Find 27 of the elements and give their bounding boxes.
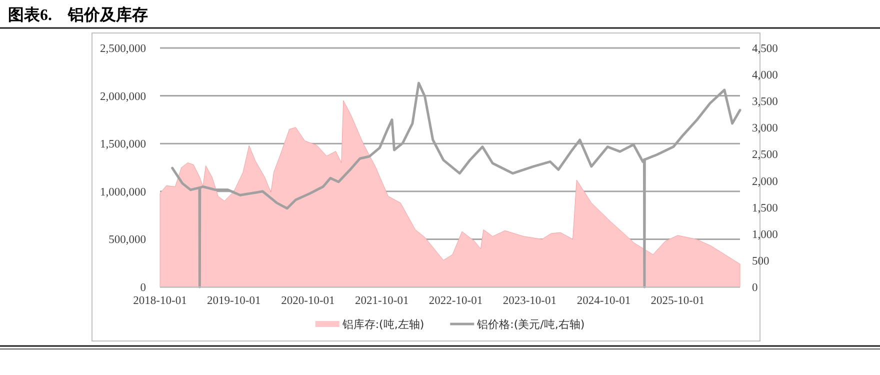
y2-tick-label: 3,000 bbox=[752, 122, 778, 135]
y2-tick-label: 4,500 bbox=[752, 43, 778, 55]
x-tick-label: 2018-10-01 bbox=[133, 295, 188, 307]
y2-tick-label: 2,500 bbox=[752, 149, 778, 162]
y2-tick-label: 500 bbox=[752, 255, 770, 268]
x-tick-label: 2022-10-01 bbox=[428, 295, 483, 307]
y-tick-label: 1,000,000 bbox=[100, 186, 146, 198]
y2-tick-label: 0 bbox=[752, 282, 758, 294]
y2-tick-label: 1,000 bbox=[752, 228, 778, 241]
y-tick-label: 2,000,000 bbox=[100, 90, 146, 103]
x-tick-label: 2021-10-01 bbox=[355, 295, 409, 307]
x-tick-label: 2024-10-01 bbox=[576, 295, 631, 307]
chart-title: 图表6. 铝价及库存 bbox=[8, 6, 148, 24]
x-tick-label: 2025-10-01 bbox=[650, 295, 705, 307]
legend-label: 铝库存:(吨,左轴) bbox=[341, 318, 424, 331]
x-tick-label: 2020-10-01 bbox=[281, 295, 336, 307]
x-tick-label: 2019-10-01 bbox=[207, 295, 261, 307]
y-tick-label: 2,500,000 bbox=[100, 43, 146, 55]
legend-label: 铝价格:(美元/吨,右轴) bbox=[476, 318, 585, 331]
y2-tick-label: 1,500 bbox=[752, 202, 778, 214]
x-tick-label: 2023-10-01 bbox=[502, 295, 557, 307]
y-tick-label: 0 bbox=[140, 282, 146, 294]
y2-tick-label: 4,000 bbox=[752, 70, 778, 82]
y-tick-label: 500,000 bbox=[108, 234, 146, 246]
y-tick-label: 1,500,000 bbox=[100, 138, 146, 151]
y2-tick-label: 3,500 bbox=[752, 96, 778, 108]
y2-tick-label: 2,000 bbox=[752, 176, 778, 188]
